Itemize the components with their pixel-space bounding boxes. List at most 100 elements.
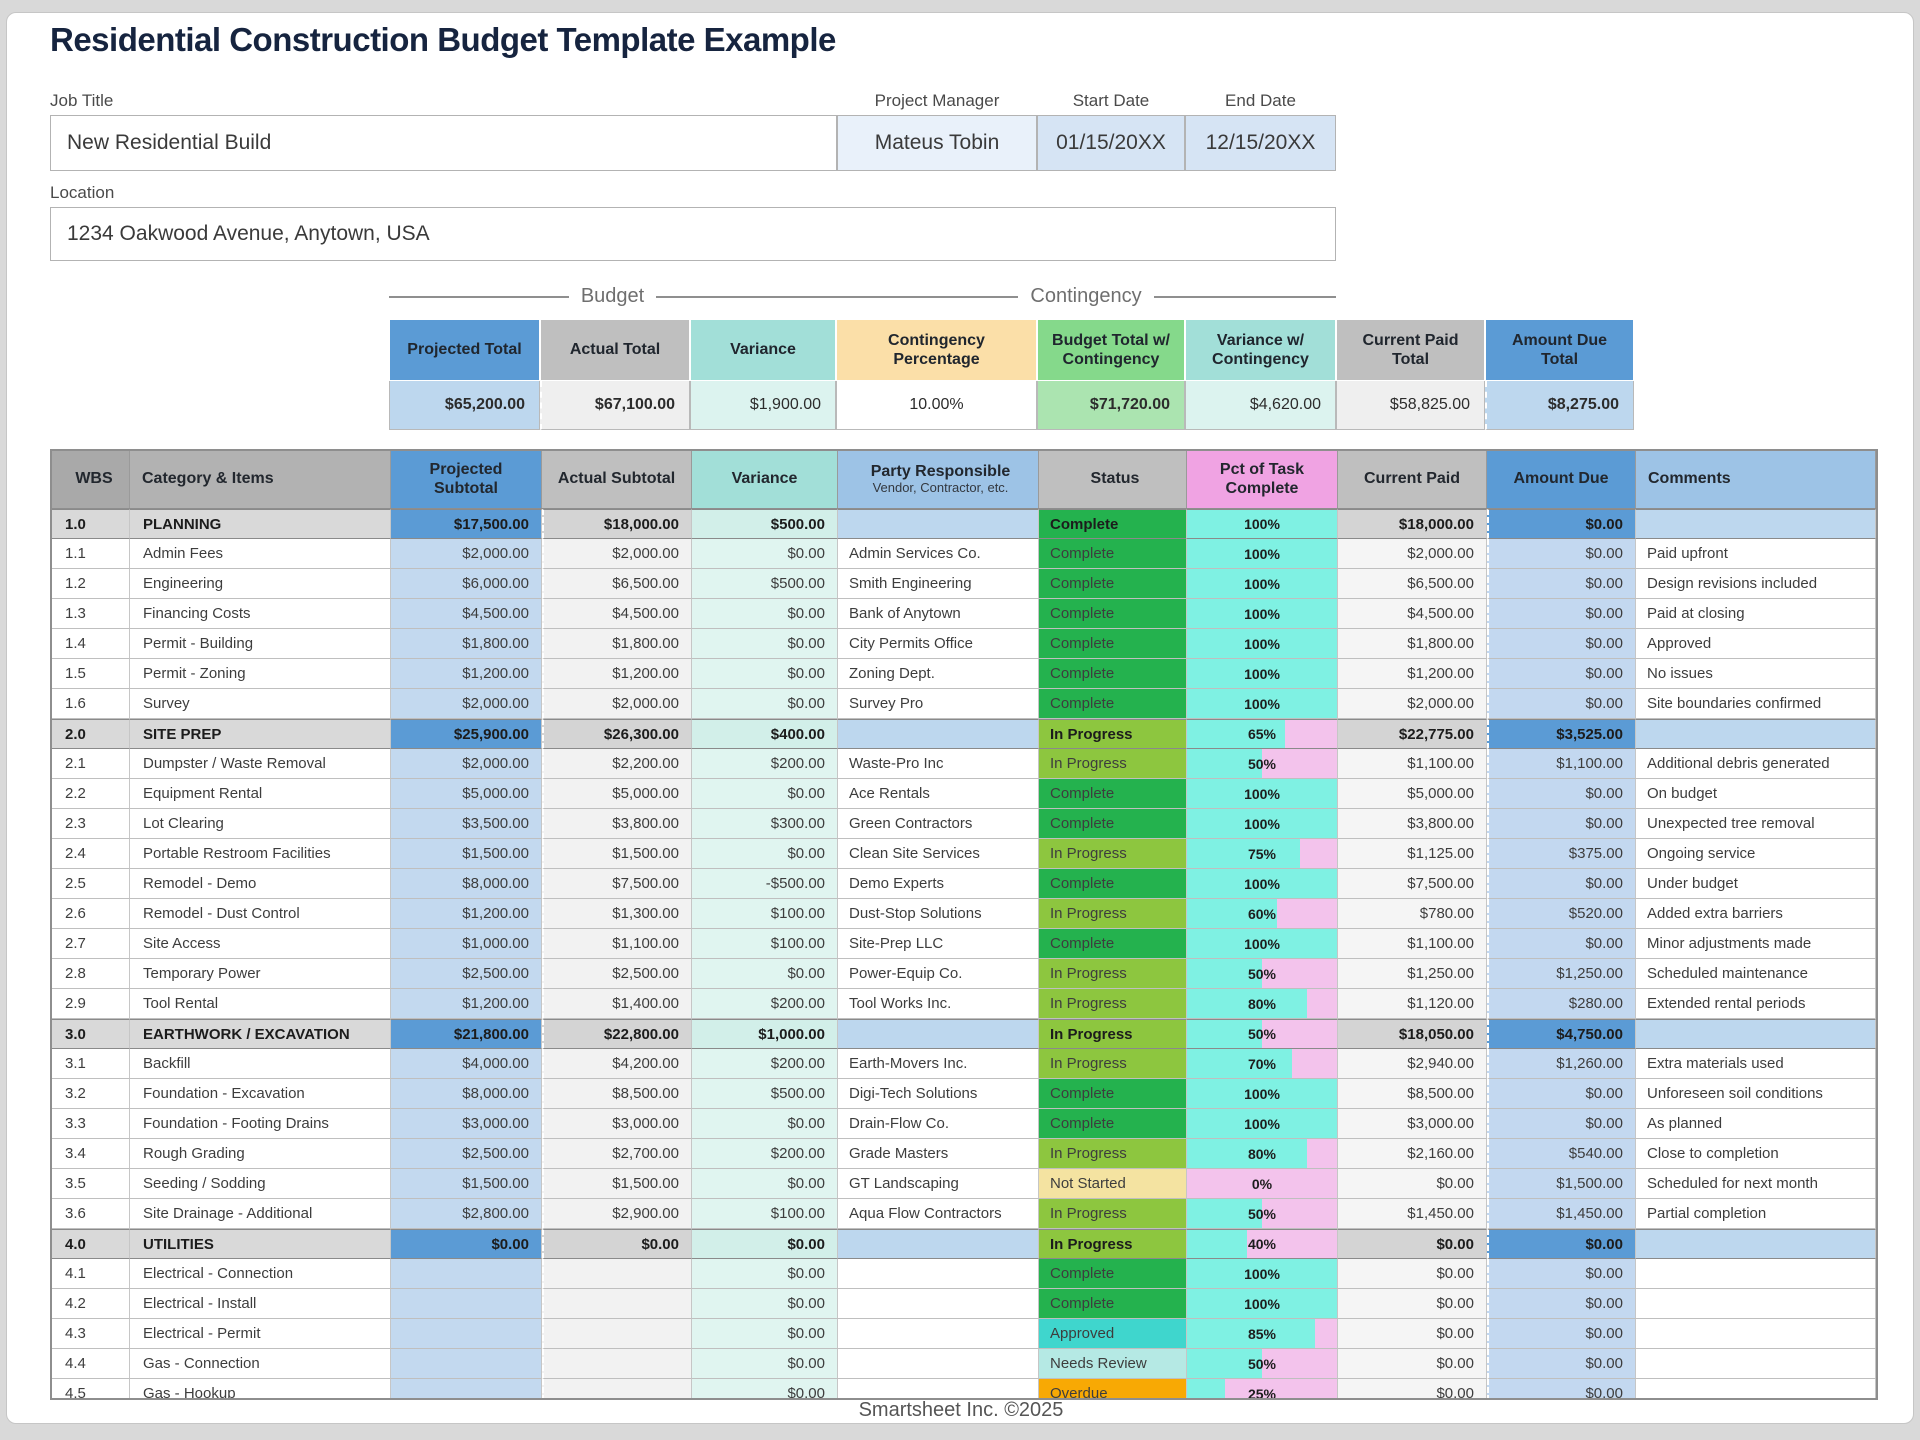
cell-status[interactable]: Complete <box>1039 599 1187 629</box>
cell-var[interactable]: $0.00 <box>692 839 838 869</box>
cell-party[interactable]: Tool Works Inc. <box>838 989 1039 1019</box>
cell-com[interactable]: Under budget <box>1636 869 1876 899</box>
cell-status[interactable]: In Progress <box>1039 1199 1187 1229</box>
cell-wbs[interactable]: 1.5 <box>52 659 130 689</box>
cell-act[interactable] <box>542 1259 692 1289</box>
cell-com[interactable]: Additional debris generated <box>1636 749 1876 779</box>
cell-var[interactable]: $400.00 <box>692 719 838 749</box>
cell-wbs[interactable]: 4.5 <box>52 1379 130 1398</box>
cell-paid[interactable]: $3,000.00 <box>1338 1109 1487 1139</box>
cell-wbs[interactable]: 2.8 <box>52 959 130 989</box>
cell-party[interactable] <box>838 1289 1039 1319</box>
cell-com[interactable]: Extra materials used <box>1636 1049 1876 1079</box>
cell-item[interactable]: PLANNING <box>130 509 391 539</box>
cell-var[interactable]: $0.00 <box>692 1289 838 1319</box>
cell-status[interactable]: In Progress <box>1039 1049 1187 1079</box>
cell-proj[interactable]: $2,000.00 <box>391 689 542 719</box>
cell-com[interactable] <box>1636 719 1876 749</box>
cell-var[interactable]: $0.00 <box>692 629 838 659</box>
cell-wbs[interactable]: 2.6 <box>52 899 130 929</box>
cell-paid[interactable]: $780.00 <box>1338 899 1487 929</box>
cell-pct[interactable]: 100% <box>1187 539 1338 569</box>
cell-item[interactable]: Remodel - Dust Control <box>130 899 391 929</box>
cell-paid[interactable]: $2,160.00 <box>1338 1139 1487 1169</box>
summary-value-3[interactable]: 10.00% <box>836 381 1037 430</box>
cell-var[interactable]: $200.00 <box>692 989 838 1019</box>
cell-due[interactable]: $0.00 <box>1487 1259 1636 1289</box>
cell-due[interactable]: $540.00 <box>1487 1139 1636 1169</box>
cell-item[interactable]: Temporary Power <box>130 959 391 989</box>
cell-due[interactable]: $0.00 <box>1487 1079 1636 1109</box>
cell-status[interactable]: Complete <box>1039 509 1187 539</box>
cell-proj[interactable]: $2,500.00 <box>391 1139 542 1169</box>
cell-wbs[interactable]: 2.4 <box>52 839 130 869</box>
cell-com[interactable] <box>1636 1259 1876 1289</box>
cell-paid[interactable]: $4,500.00 <box>1338 599 1487 629</box>
cell-pct[interactable]: 50% <box>1187 1349 1338 1379</box>
cell-status[interactable]: Complete <box>1039 1259 1187 1289</box>
cell-party[interactable]: Site-Prep LLC <box>838 929 1039 959</box>
cell-act[interactable]: $4,200.00 <box>542 1049 692 1079</box>
cell-com[interactable]: On budget <box>1636 779 1876 809</box>
cell-act[interactable]: $1,100.00 <box>542 929 692 959</box>
cell-paid[interactable]: $1,125.00 <box>1338 839 1487 869</box>
cell-party[interactable]: Smith Engineering <box>838 569 1039 599</box>
cell-party[interactable]: Bank of Anytown <box>838 599 1039 629</box>
cell-act[interactable]: $1,500.00 <box>542 839 692 869</box>
cell-pct[interactable]: 100% <box>1187 1079 1338 1109</box>
cell-party[interactable]: Survey Pro <box>838 689 1039 719</box>
cell-proj[interactable] <box>391 1259 542 1289</box>
cell-var[interactable]: $0.00 <box>692 959 838 989</box>
cell-wbs[interactable]: 2.3 <box>52 809 130 839</box>
cell-status[interactable]: Complete <box>1039 1289 1187 1319</box>
cell-party[interactable]: Dust-Stop Solutions <box>838 899 1039 929</box>
cell-var[interactable]: $100.00 <box>692 1199 838 1229</box>
summary-value-5[interactable]: $4,620.00 <box>1185 381 1336 430</box>
cell-paid[interactable]: $7,500.00 <box>1338 869 1487 899</box>
cell-item[interactable]: Electrical - Connection <box>130 1259 391 1289</box>
cell-due[interactable]: $1,100.00 <box>1487 749 1636 779</box>
cell-act[interactable]: $2,000.00 <box>542 539 692 569</box>
cell-act[interactable]: $2,900.00 <box>542 1199 692 1229</box>
cell-status[interactable]: Complete <box>1039 569 1187 599</box>
cell-act[interactable]: $3,800.00 <box>542 809 692 839</box>
location-field[interactable]: 1234 Oakwood Avenue, Anytown, USA <box>50 207 1336 261</box>
cell-party[interactable] <box>838 1319 1039 1349</box>
cell-com[interactable] <box>1636 1319 1876 1349</box>
cell-proj[interactable]: $8,000.00 <box>391 869 542 899</box>
cell-paid[interactable]: $2,000.00 <box>1338 539 1487 569</box>
cell-act[interactable]: $3,000.00 <box>542 1109 692 1139</box>
cell-due[interactable]: $0.00 <box>1487 689 1636 719</box>
cell-var[interactable]: $0.00 <box>692 1109 838 1139</box>
cell-item[interactable]: Lot Clearing <box>130 809 391 839</box>
cell-item[interactable]: Gas - Hookup <box>130 1379 391 1398</box>
cell-status[interactable]: Complete <box>1039 779 1187 809</box>
cell-paid[interactable]: $22,775.00 <box>1338 719 1487 749</box>
cell-status[interactable]: Complete <box>1039 689 1187 719</box>
cell-var[interactable]: $0.00 <box>692 1379 838 1398</box>
cell-act[interactable] <box>542 1379 692 1398</box>
cell-due[interactable]: $0.00 <box>1487 809 1636 839</box>
cell-due[interactable]: $1,500.00 <box>1487 1169 1636 1199</box>
cell-wbs[interactable]: 3.0 <box>52 1019 130 1049</box>
cell-pct[interactable]: 100% <box>1187 1109 1338 1139</box>
cell-status[interactable]: In Progress <box>1039 959 1187 989</box>
cell-item[interactable]: Engineering <box>130 569 391 599</box>
cell-var[interactable]: $0.00 <box>692 1229 838 1259</box>
cell-com[interactable] <box>1636 1229 1876 1259</box>
cell-act[interactable]: $6,500.00 <box>542 569 692 599</box>
cell-status[interactable]: Complete <box>1039 539 1187 569</box>
cell-com[interactable] <box>1636 1379 1876 1398</box>
cell-party[interactable]: City Permits Office <box>838 629 1039 659</box>
cell-proj[interactable]: $17,500.00 <box>391 509 542 539</box>
project-manager-field[interactable]: Mateus Tobin <box>837 115 1037 171</box>
cell-var[interactable]: $0.00 <box>692 659 838 689</box>
cell-pct[interactable]: 100% <box>1187 509 1338 539</box>
cell-act[interactable]: $1,500.00 <box>542 1169 692 1199</box>
cell-var[interactable]: $0.00 <box>692 1259 838 1289</box>
cell-com[interactable]: No issues <box>1636 659 1876 689</box>
cell-paid[interactable]: $0.00 <box>1338 1319 1487 1349</box>
cell-act[interactable]: $1,200.00 <box>542 659 692 689</box>
cell-proj[interactable]: $3,500.00 <box>391 809 542 839</box>
cell-proj[interactable]: $3,000.00 <box>391 1109 542 1139</box>
